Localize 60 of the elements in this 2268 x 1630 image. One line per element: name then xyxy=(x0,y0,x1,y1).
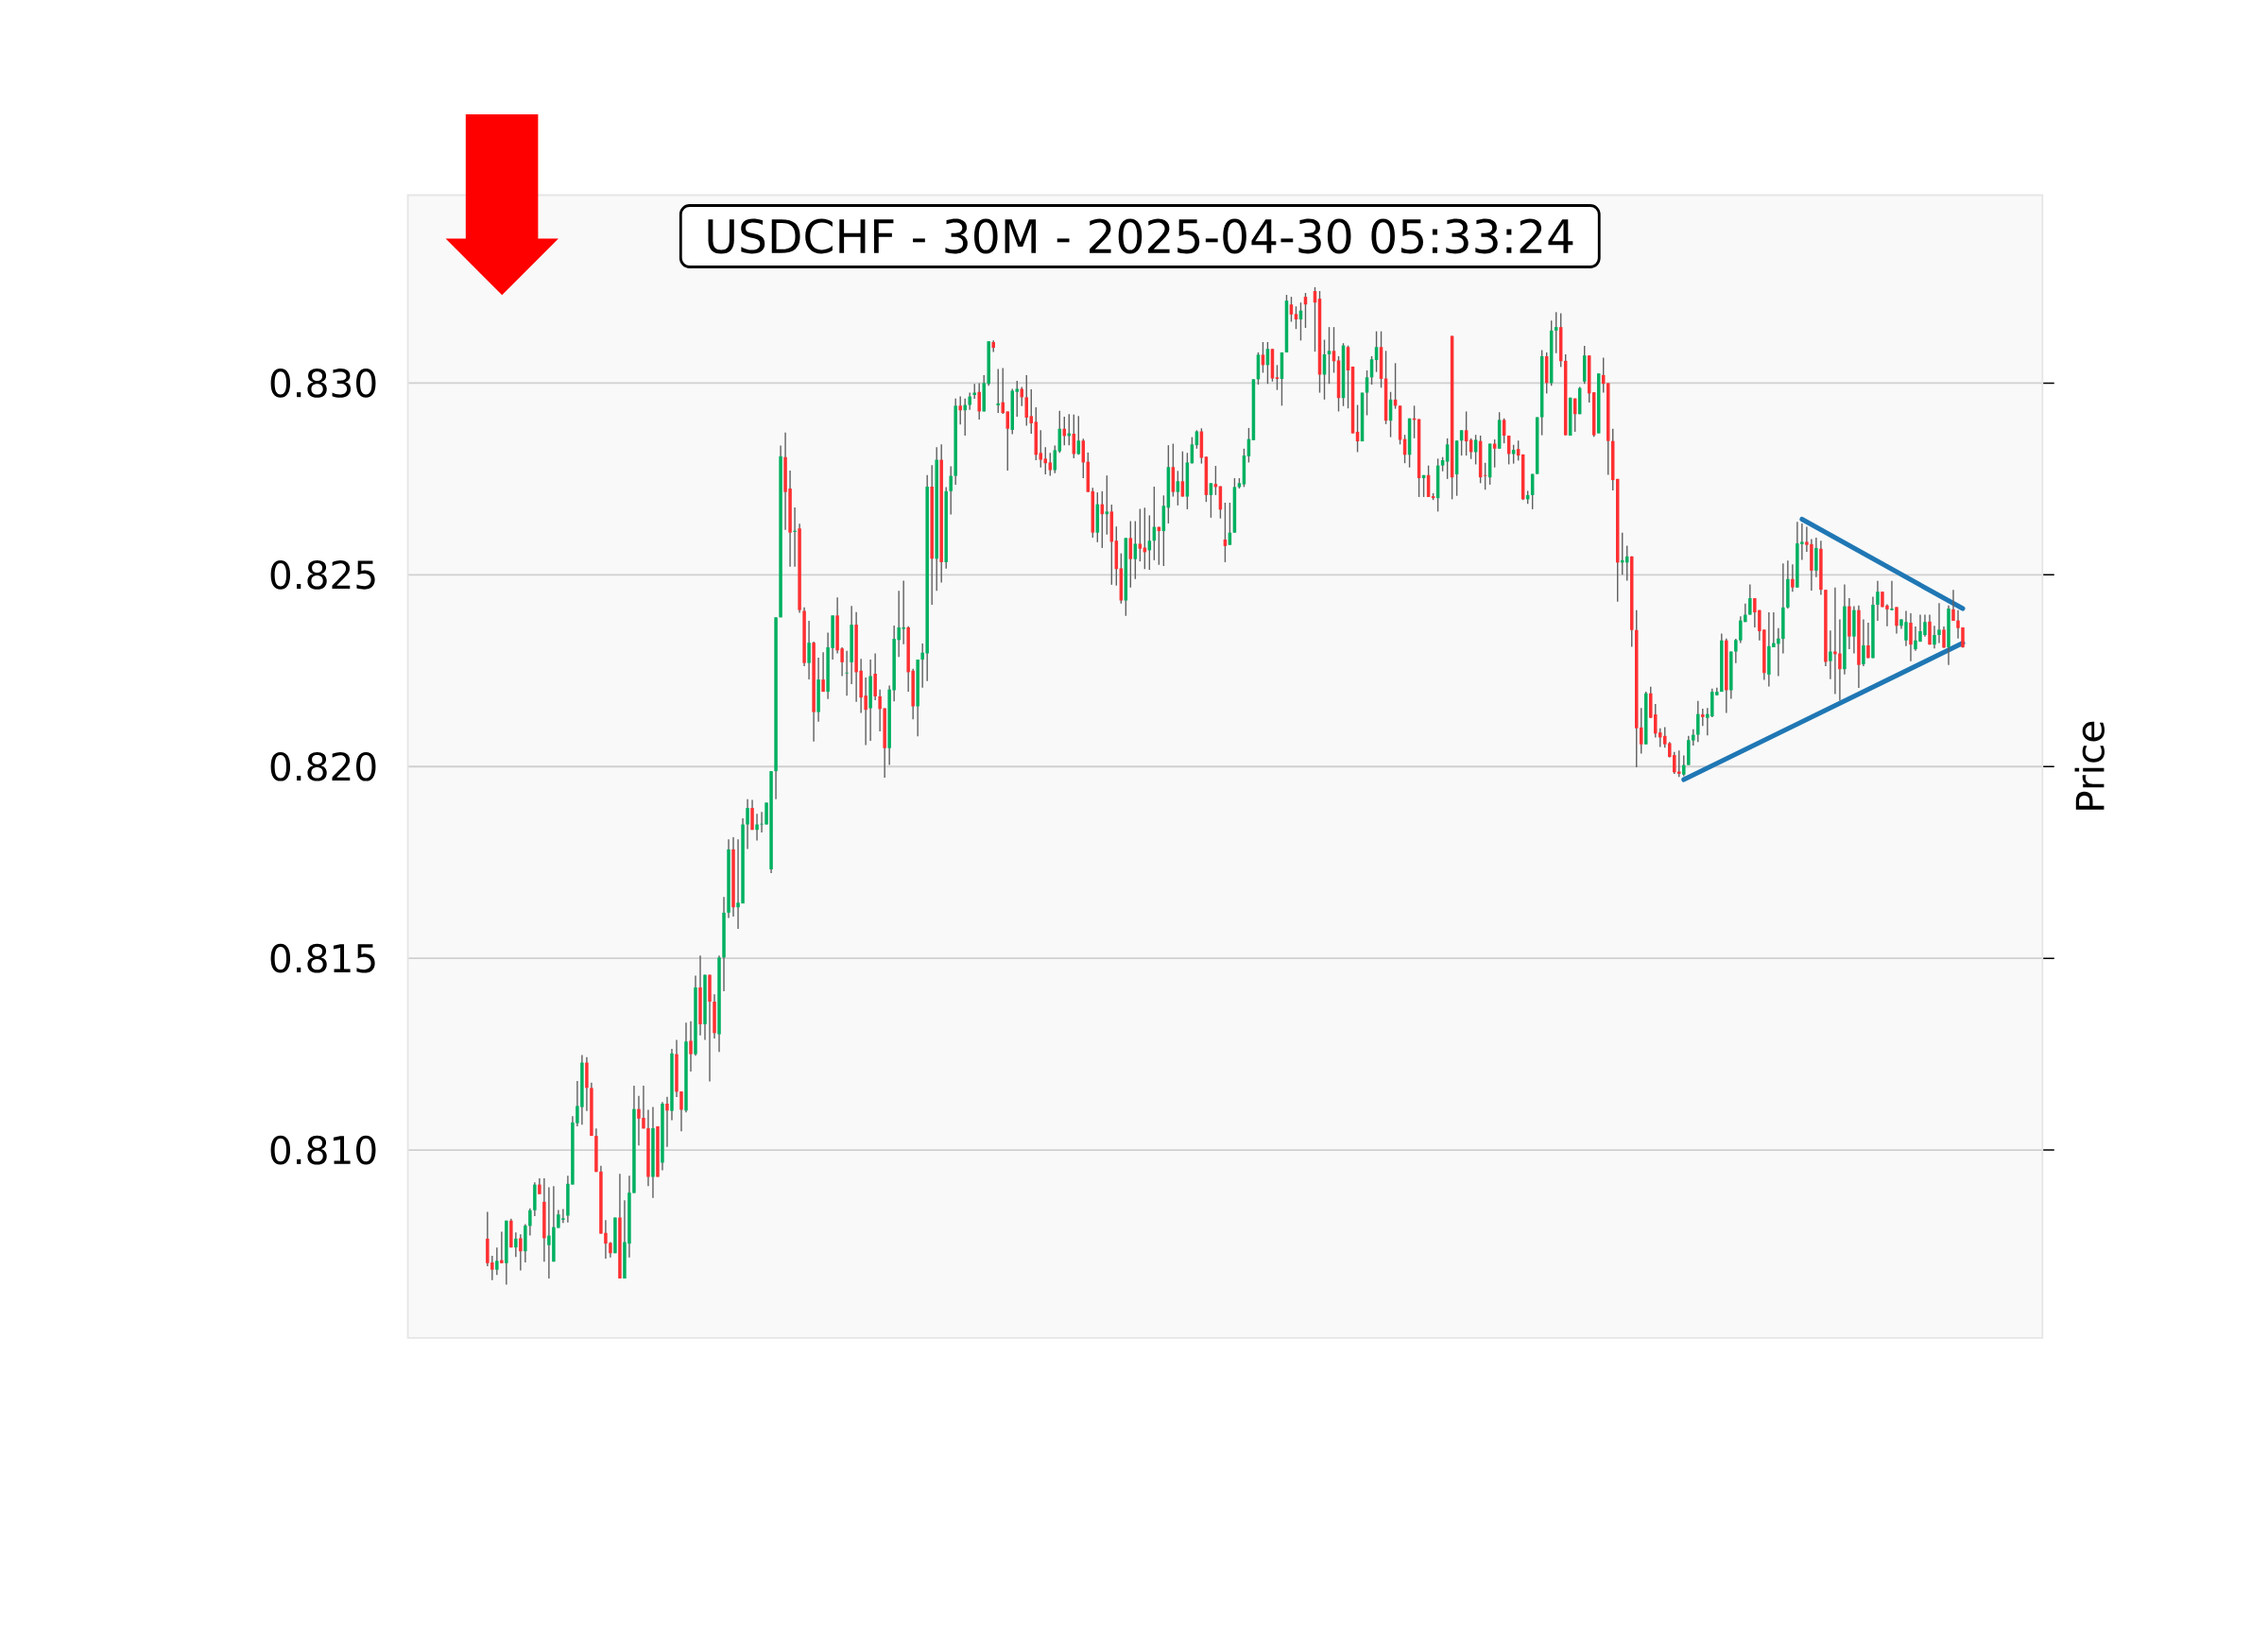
candlestick xyxy=(1814,537,1818,578)
y-tick-label: 0.830 xyxy=(270,369,376,398)
candlestick xyxy=(1862,618,1865,667)
candlestick xyxy=(1554,311,1558,354)
candlestick xyxy=(968,391,971,411)
candlestick xyxy=(1890,580,1894,611)
candlestick xyxy=(679,1090,683,1132)
candlestick xyxy=(807,620,811,680)
candlestick xyxy=(1909,612,1913,662)
candlestick xyxy=(1138,507,1143,562)
candlestick xyxy=(1866,622,1870,660)
candlestick xyxy=(1701,708,1705,727)
candlestick xyxy=(1105,474,1109,536)
y-tick-label: 0.810 xyxy=(270,1135,376,1165)
candlestick xyxy=(1951,589,1955,622)
candlestick xyxy=(949,465,953,516)
candlestick xyxy=(1829,629,1832,680)
y-tick-label: 0.820 xyxy=(270,751,376,781)
candlestick xyxy=(963,397,967,437)
candlestick xyxy=(1696,700,1700,743)
candlestick xyxy=(519,1233,523,1272)
chart-title: USDCHF - 30M - 2025-04-30 05:33:24 xyxy=(708,218,1573,254)
candlestick xyxy=(878,688,882,732)
candlestick xyxy=(1048,452,1053,477)
candlestick xyxy=(1001,367,1005,415)
candlestick xyxy=(1833,587,1837,695)
candlestick xyxy=(1682,754,1686,778)
candlestick xyxy=(755,813,759,842)
candlestick xyxy=(665,1095,669,1148)
candlestick xyxy=(528,1208,532,1237)
candlestick xyxy=(873,652,877,701)
candlestick xyxy=(1294,305,1298,330)
candlestick xyxy=(1483,462,1487,490)
candlestick xyxy=(1275,364,1280,391)
candlestick xyxy=(514,1231,518,1259)
candlestick xyxy=(1039,429,1043,469)
candlestick xyxy=(1777,627,1780,678)
y-axis-title: Price xyxy=(2074,721,2105,810)
candlestick xyxy=(495,1246,499,1277)
candlestick xyxy=(977,382,981,420)
candlestick xyxy=(750,798,754,831)
y-tick-label: 0.815 xyxy=(270,943,375,973)
candlestick xyxy=(793,506,797,568)
y-tick-label: 0.825 xyxy=(270,559,375,590)
candlestick xyxy=(689,1021,693,1072)
candlestick xyxy=(958,395,962,425)
candlestick xyxy=(1933,625,1936,649)
candlestick xyxy=(821,651,825,693)
candlestick xyxy=(1895,606,1899,635)
candlestick xyxy=(1838,618,1842,702)
candlestick xyxy=(1876,580,1880,622)
candlestick xyxy=(746,798,749,850)
candlestick xyxy=(500,1230,504,1264)
candlestick xyxy=(1176,470,1180,506)
candlestick xyxy=(845,649,849,696)
candlestick xyxy=(996,368,1000,414)
candlestick xyxy=(1791,563,1795,592)
candlestick xyxy=(1748,583,1752,616)
candlestick xyxy=(1937,602,1941,644)
candlestick xyxy=(1327,326,1332,385)
